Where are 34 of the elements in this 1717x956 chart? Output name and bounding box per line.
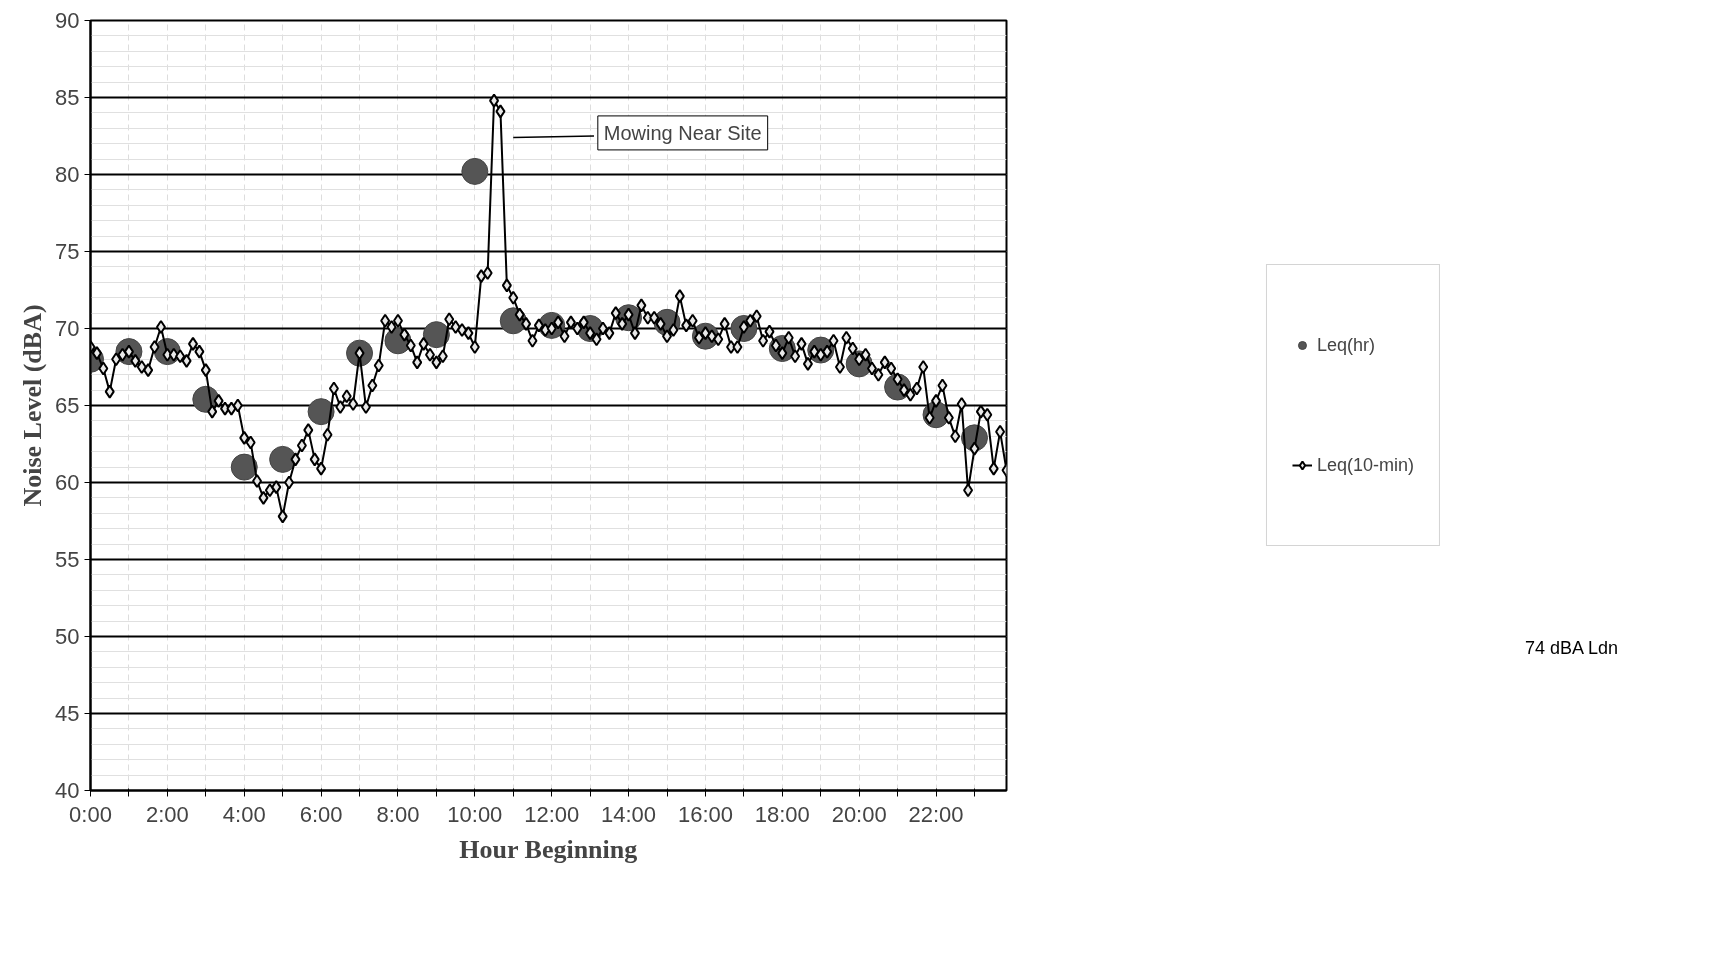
y-tick-label: 65 (55, 393, 80, 418)
x-tick-label: 6:00 (299, 801, 343, 827)
text: 74 dBA Ldn (1525, 637, 1619, 660)
point (269, 445, 297, 473)
y-tick-label: 60 (55, 470, 80, 495)
y-tick-label: 45 (55, 701, 80, 726)
x-tick-label: 16:00 (677, 801, 733, 827)
y-tick-label: 50 (55, 624, 80, 649)
x-tick-label: 2:00 (145, 801, 189, 827)
x-tick-label: 10:00 (447, 801, 503, 827)
x-tick-label: 14:00 (601, 801, 657, 827)
point (230, 453, 258, 481)
x-tick-label: 18:00 (754, 801, 810, 827)
point (307, 398, 335, 426)
x-tick-label: 8:00 (376, 801, 420, 827)
legend-label: Leq(hr) (1316, 333, 1376, 357)
x-tick-label: 0:00 (69, 801, 112, 827)
y-tick-label: 90 (55, 8, 80, 33)
x-tick-label: 22:00 (908, 801, 964, 827)
y-axis-title: Noise Level (dBA) (18, 304, 48, 507)
x-tick-label: 20:00 (831, 801, 887, 827)
y-tick-label: 70 (55, 316, 80, 341)
point (422, 321, 450, 349)
point (461, 157, 489, 185)
y-tick-label: 40 (55, 778, 80, 803)
x-tick-label: 12:00 (524, 801, 580, 827)
annotation: Mowing Near Site (603, 121, 762, 144)
x-tick-label: 4:00 (222, 801, 266, 827)
y-tick-label: 80 (55, 162, 80, 187)
x-axis-title: Hour Beginning (459, 834, 638, 864)
y-tick-label: 55 (55, 547, 80, 572)
legend-label: Leq(10-min) (1316, 453, 1415, 477)
y-tick-label: 75 (55, 239, 80, 264)
y-tick-label: 85 (55, 85, 80, 110)
